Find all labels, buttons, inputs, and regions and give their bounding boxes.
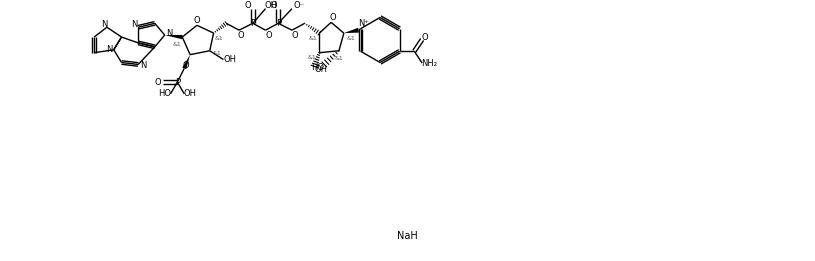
Text: O: O: [238, 31, 244, 40]
Text: P: P: [250, 19, 255, 28]
Text: &1: &1: [215, 35, 224, 40]
Text: HO: HO: [158, 89, 171, 98]
Text: &1: &1: [212, 51, 221, 56]
Text: &1: &1: [307, 55, 316, 60]
Text: NaH: NaH: [397, 231, 418, 241]
Text: O: O: [421, 33, 429, 42]
Text: O: O: [330, 13, 337, 22]
Text: O: O: [270, 1, 276, 10]
Text: OH: OH: [315, 65, 328, 74]
Text: O⁻: O⁻: [293, 1, 304, 10]
Text: N: N: [131, 20, 138, 29]
Text: P: P: [175, 78, 180, 87]
Text: N: N: [140, 61, 147, 70]
Text: N⁺: N⁺: [358, 19, 369, 28]
Text: O: O: [194, 16, 200, 25]
Text: OH: OH: [265, 1, 278, 10]
Text: OH: OH: [183, 89, 196, 98]
Text: O: O: [265, 31, 271, 40]
Text: N: N: [166, 29, 173, 38]
Text: HO: HO: [311, 63, 324, 72]
Text: &1: &1: [309, 35, 318, 40]
Text: N: N: [106, 45, 112, 54]
Text: N: N: [101, 20, 107, 29]
Text: O: O: [244, 1, 251, 10]
Text: NH₂: NH₂: [421, 60, 437, 68]
Polygon shape: [165, 35, 183, 39]
Text: O: O: [183, 61, 190, 70]
Text: O: O: [292, 31, 298, 40]
Text: &1: &1: [173, 42, 182, 48]
Text: O: O: [155, 78, 161, 87]
Text: OH: OH: [224, 55, 237, 64]
Polygon shape: [183, 55, 190, 69]
Polygon shape: [344, 28, 359, 33]
Text: P: P: [275, 19, 281, 28]
Text: &1: &1: [335, 56, 343, 61]
Text: &1: &1: [346, 35, 355, 40]
